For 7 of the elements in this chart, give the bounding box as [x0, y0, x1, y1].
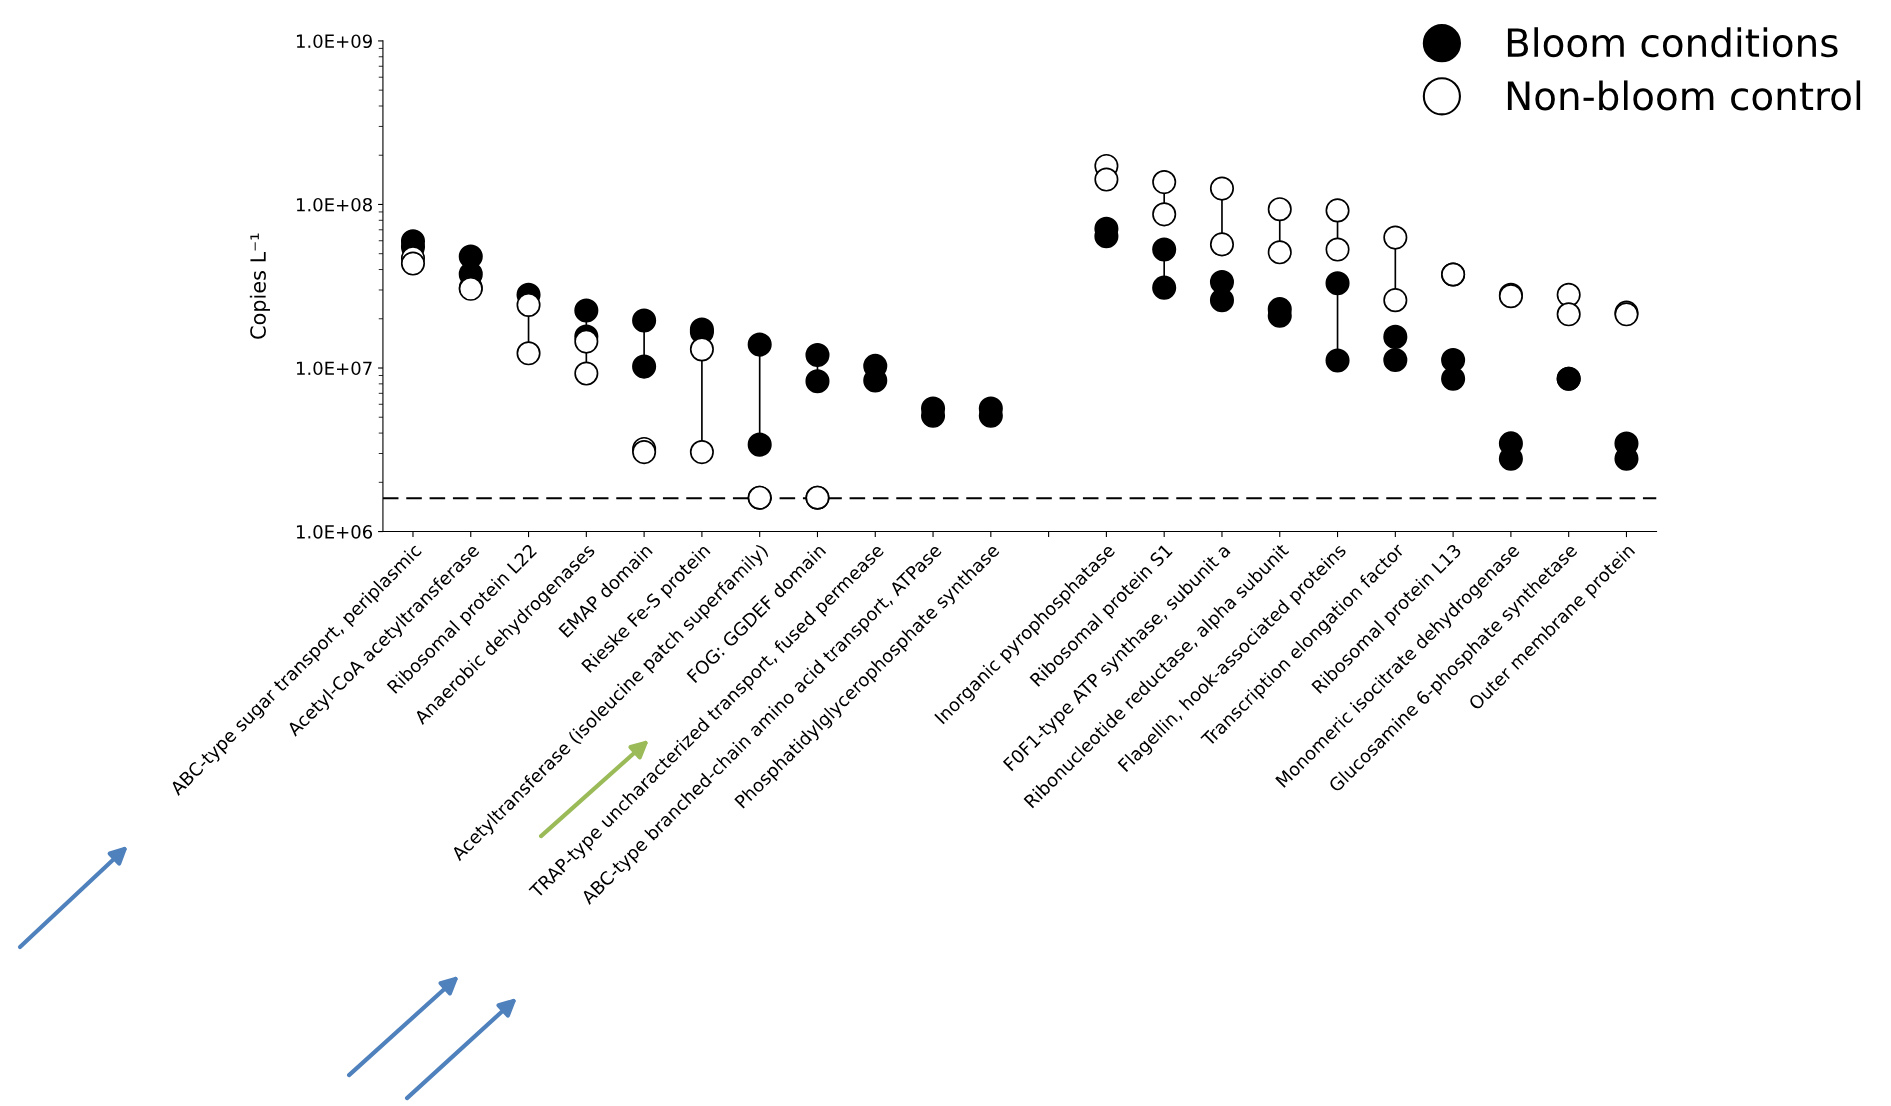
y-tick-label: 1.0E+06	[296, 525, 373, 539]
y-tick-label: 1.0E+08	[296, 197, 372, 212]
y-tick-label: 1.0E+09	[296, 34, 372, 49]
legend-label: Bloom conditions	[1507, 27, 1838, 58]
y-axis-title: Copies L⁻¹	[249, 233, 270, 339]
y-tick-label: 1.0E+07	[296, 361, 372, 376]
legend-label: Non-bloom control	[1507, 80, 1861, 111]
